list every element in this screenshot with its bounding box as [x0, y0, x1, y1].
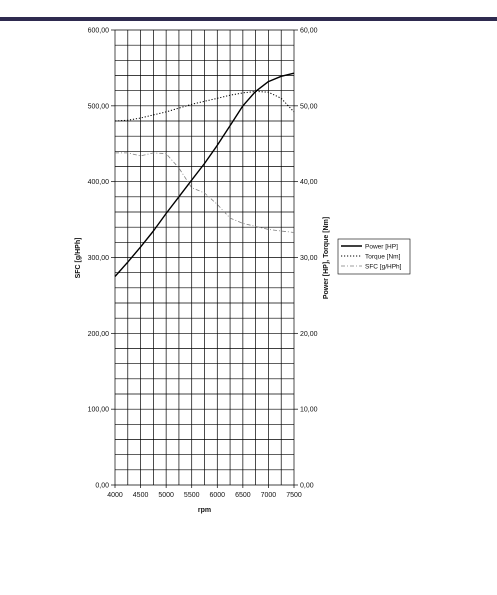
axis-ticks: 4000 4500 5000 5500 6000 6500 7000 7500 0,00 100,… — [88, 28, 318, 500]
grid — [114, 29, 295, 486]
series-lines — [114, 72, 295, 277]
y-axis-left-title: SFC [g/HPh] — [75, 238, 82, 279]
x-tick-label: 5000 — [158, 492, 174, 499]
series-line-torque — [114, 90, 295, 122]
y-left-tick-label: 300,00 — [88, 255, 110, 262]
series-line-power — [114, 72, 295, 277]
y-right-tick-label: 10,00 — [300, 407, 318, 414]
legend: Power [HP] Torque [Nm] SFC [g/HPh] — [337, 238, 411, 275]
y-left-tick-label: 0,00 — [95, 483, 109, 490]
x-tick-label: 4000 — [107, 492, 123, 499]
y-left-tick-label: 400,00 — [88, 179, 110, 186]
y-right-tick-label: 0,00 — [300, 483, 314, 490]
legend-label: SFC [g/HPh] — [365, 263, 402, 270]
header-rule — [0, 17, 497, 21]
x-tick-label: 5500 — [184, 492, 200, 499]
y-left-tick-label: 600,00 — [88, 28, 110, 35]
y-right-tick-label: 30,00 — [300, 255, 318, 262]
y-right-tick-label: 20,00 — [300, 331, 318, 338]
y-left-tick-label: 500,00 — [88, 103, 110, 110]
y-axis-right-title: Power [HP], Torque [Nm] — [323, 217, 330, 299]
series-line-sfc — [115, 152, 295, 233]
x-tick-label: 6500 — [235, 492, 251, 499]
y-right-tick-label: 50,00 — [300, 103, 318, 110]
y-right-tick-label: 60,00 — [300, 28, 318, 35]
legend-label: Torque [Nm] — [365, 253, 401, 260]
legend-label: Power [HP] — [365, 243, 398, 250]
x-axis-title: rpm — [198, 507, 211, 514]
x-tick-label: 7500 — [286, 492, 302, 499]
y-right-tick-label: 40,00 — [300, 179, 318, 186]
y-left-tick-label: 100,00 — [88, 407, 110, 414]
y-left-tick-label: 200,00 — [88, 331, 110, 338]
x-tick-label: 6000 — [209, 492, 225, 499]
x-tick-label: 7000 — [261, 492, 277, 499]
x-tick-label: 4500 — [133, 492, 149, 499]
